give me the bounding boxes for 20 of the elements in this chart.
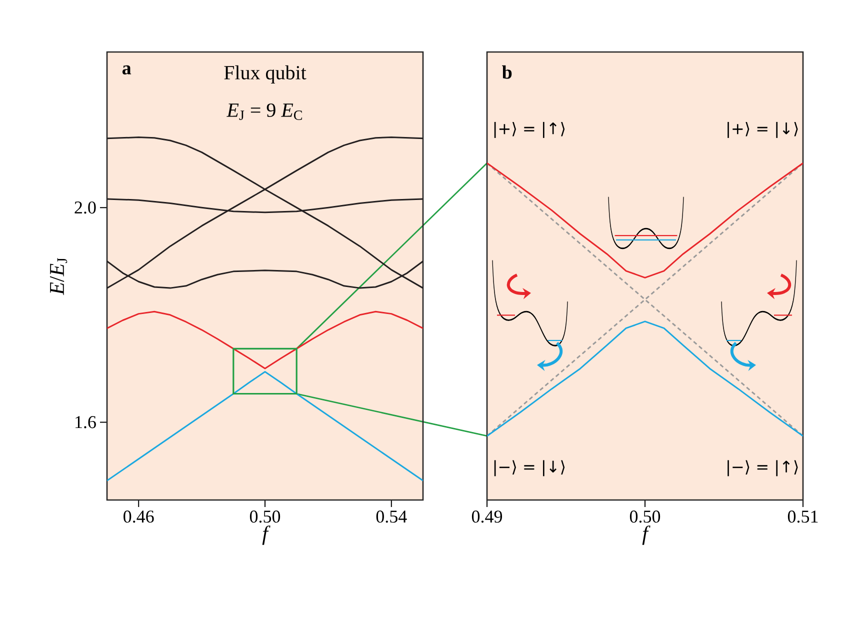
annotation: |−⟩ = |↑⟩	[728, 460, 798, 476]
text: |+⟩ = |↓⟩	[728, 122, 798, 138]
annotation: |−⟩ = |↓⟩	[494, 460, 565, 476]
text: b	[502, 65, 512, 79]
annotation: E$_{J}$ = 9 E$_{C}$	[226, 103, 302, 120]
x-tick-label: 0.50	[250, 510, 280, 523]
x-axis-title: f	[642, 526, 650, 545]
x-tick-label: 0.50	[630, 510, 660, 523]
x-tick-label: 0.51	[788, 510, 818, 523]
x-axis-title: f	[262, 526, 270, 545]
line-series	[107, 310, 424, 370]
y-tick-label: 2.0	[74, 201, 96, 214]
x-tick-label: 0.49	[472, 510, 502, 523]
annotation: a	[122, 65, 132, 74]
text: |+⟩ = |↑⟩	[494, 122, 565, 138]
x-tick-label: 0.54	[376, 510, 407, 523]
y-tick-label: 1.6	[76, 416, 96, 428]
x-tick-label: 0.46	[124, 510, 154, 523]
y-axis-title: E/E$_{J}$	[50, 258, 68, 296]
annotation: Flux qubit	[224, 65, 306, 84]
